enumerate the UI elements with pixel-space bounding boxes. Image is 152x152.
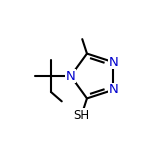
Text: N: N [66, 69, 76, 83]
Text: N: N [108, 56, 118, 69]
Text: N: N [108, 83, 118, 96]
Text: SH: SH [74, 109, 90, 122]
